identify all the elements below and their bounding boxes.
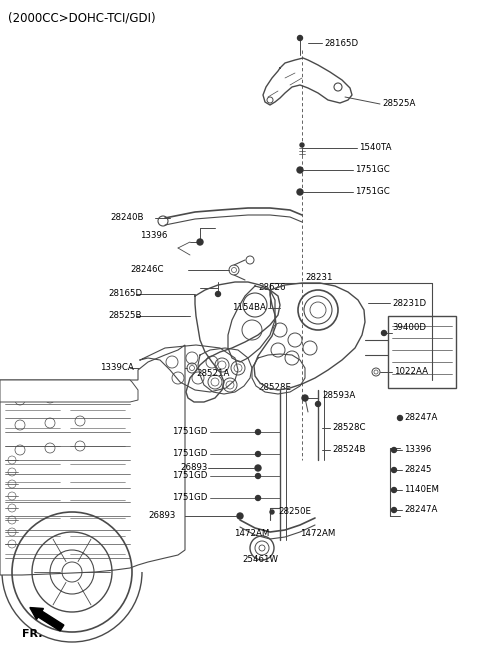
Circle shape [382, 331, 386, 335]
Text: 28165D: 28165D [324, 39, 358, 47]
Text: 28626: 28626 [258, 283, 286, 291]
Circle shape [392, 468, 396, 472]
Text: 1751GD: 1751GD [172, 449, 207, 459]
Text: 1540TA: 1540TA [359, 144, 392, 152]
Text: 1751GD: 1751GD [172, 493, 207, 502]
Text: 1022AA: 1022AA [394, 367, 428, 377]
Circle shape [392, 508, 396, 512]
Text: 1140EM: 1140EM [404, 485, 439, 495]
Text: 28240B: 28240B [110, 213, 144, 222]
Text: 28231D: 28231D [392, 298, 426, 308]
Text: 28231: 28231 [305, 274, 333, 283]
Text: 28165D: 28165D [108, 289, 142, 298]
Text: 28245: 28245 [404, 466, 432, 474]
Circle shape [300, 143, 304, 147]
Text: 26893: 26893 [148, 512, 175, 520]
Circle shape [197, 239, 203, 245]
Polygon shape [0, 345, 185, 575]
Text: 28528C: 28528C [332, 424, 365, 432]
Circle shape [297, 167, 303, 173]
Text: 1154BA: 1154BA [232, 304, 266, 312]
Bar [388, 316, 456, 388]
Text: 28521A: 28521A [196, 369, 229, 379]
Text: 28250E: 28250E [278, 508, 311, 516]
Circle shape [255, 465, 261, 471]
Circle shape [315, 401, 321, 407]
Circle shape [270, 510, 274, 514]
Circle shape [392, 487, 396, 493]
Circle shape [237, 513, 243, 519]
Circle shape [302, 395, 308, 401]
Text: 28525A: 28525A [382, 100, 415, 108]
Circle shape [255, 495, 261, 501]
Text: 13396: 13396 [404, 445, 432, 455]
Text: FR.: FR. [22, 629, 43, 639]
Text: 39400D: 39400D [392, 323, 426, 333]
Text: 1751GC: 1751GC [355, 188, 390, 197]
Text: 28247A: 28247A [404, 506, 437, 514]
Text: 1751GD: 1751GD [172, 428, 207, 436]
Text: (2000CC>DOHC-TCI/GDI): (2000CC>DOHC-TCI/GDI) [8, 12, 156, 24]
Text: 1751GC: 1751GC [355, 165, 390, 174]
Text: 1472AM: 1472AM [234, 529, 269, 539]
Circle shape [255, 430, 261, 434]
Circle shape [216, 291, 220, 297]
Polygon shape [0, 380, 138, 402]
Text: 1339CA: 1339CA [100, 363, 134, 373]
Text: 13396: 13396 [140, 232, 168, 241]
Circle shape [255, 451, 261, 457]
Text: 1472AM: 1472AM [300, 529, 336, 539]
Circle shape [255, 474, 261, 478]
FancyArrow shape [30, 607, 64, 631]
Text: 28525B: 28525B [108, 312, 142, 321]
Circle shape [397, 415, 403, 420]
Circle shape [392, 447, 396, 453]
Text: 1751GD: 1751GD [172, 472, 207, 480]
Circle shape [297, 189, 303, 195]
Text: 25461W: 25461W [242, 556, 278, 565]
Circle shape [298, 35, 302, 41]
Text: 28247A: 28247A [404, 413, 437, 422]
Text: 28528E: 28528E [258, 384, 291, 392]
Text: 28593A: 28593A [322, 392, 355, 401]
Text: 28524B: 28524B [332, 445, 365, 455]
Text: 26893: 26893 [180, 464, 207, 472]
Text: 28246C: 28246C [130, 266, 164, 274]
